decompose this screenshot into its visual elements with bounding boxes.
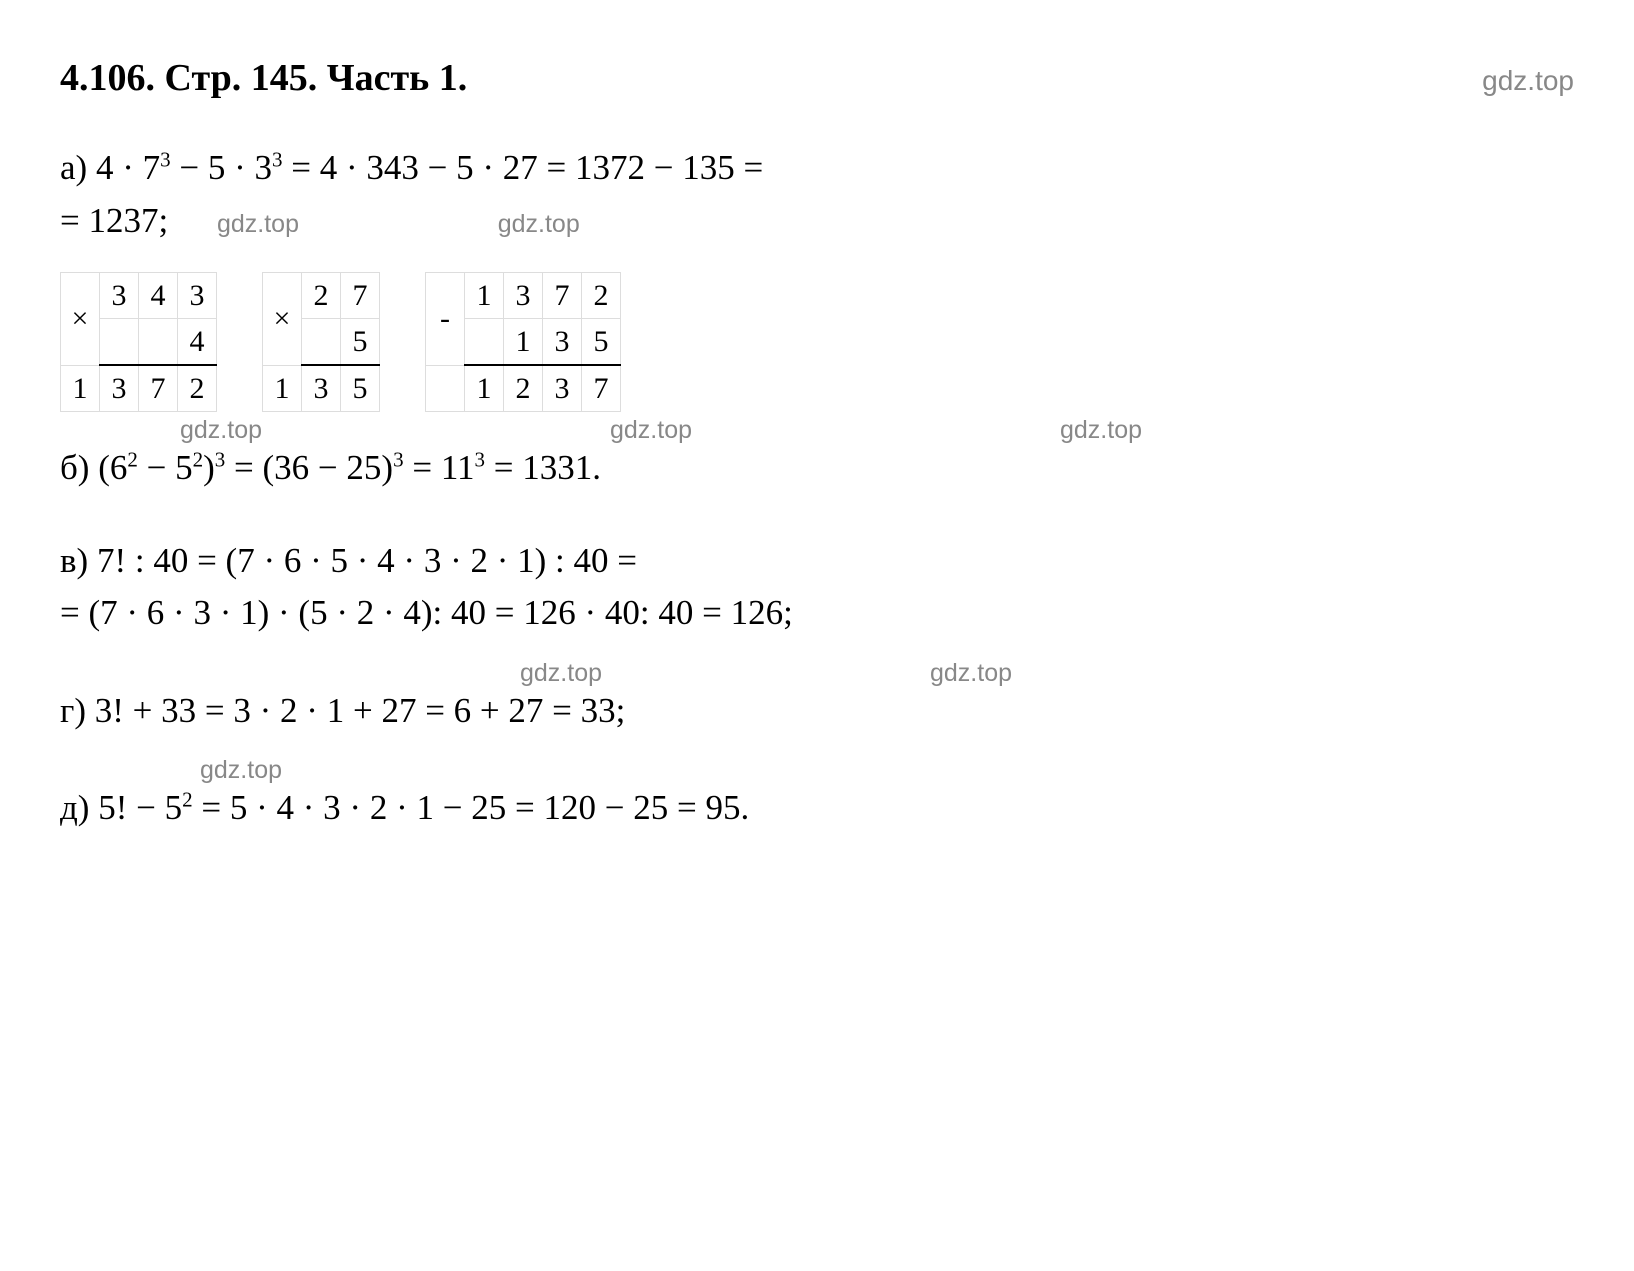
- watermark-inline: gdz.top: [217, 206, 299, 244]
- math-text: 3! + 33 = 3 · 2 · 1 + 27 = 6 + 27 = 33;: [95, 691, 626, 730]
- problem-d-line: г) 3! + 33 = 3 · 2 · 1 + 27 = 6 + 27 = 3…: [60, 685, 1574, 738]
- calc-cell: 3: [178, 273, 217, 319]
- problem-a-line1: а) 4 · 73 − 5 · 33 = 4 · 343 − 5 · 27 = …: [60, 142, 1574, 195]
- problem-c-line2: = (7 · 6 · 3 · 1) · (5 · 2 · 4): 40 = 12…: [60, 587, 1574, 640]
- problem-b-label: б): [60, 448, 89, 487]
- watermark-float: gdz.top: [520, 655, 602, 693]
- calc-cell: 2: [582, 273, 621, 319]
- calc-cell: 5: [341, 365, 380, 412]
- problem-b: gdz.top gdz.top gdz.top б) (62 − 52)3 = …: [60, 442, 1574, 495]
- problem-e: gdz.top д) 5! − 52 = 5 · 4 · 3 · 2 · 1 −…: [60, 782, 1574, 835]
- math-text: = 4 · 343 − 5 · 27 = 1372 − 135 =: [283, 148, 764, 187]
- page-title: 4.106. Стр. 145. Часть 1.: [60, 50, 467, 107]
- watermark-float: gdz.top: [930, 655, 1012, 693]
- problem-e-line: д) 5! − 52 = 5 · 4 · 3 · 2 · 1 − 25 = 12…: [60, 782, 1574, 835]
- calc-cell: 3: [100, 365, 139, 412]
- calc-cell: 4: [139, 273, 178, 319]
- calc-table-1: ×343 4 1372: [60, 272, 217, 412]
- math-text: − 5: [138, 448, 193, 487]
- math-text: 5! − 5: [98, 788, 182, 827]
- calc-operator: -: [426, 273, 465, 366]
- math-text: = (36 − 25): [225, 448, 393, 487]
- math-text: = 1331.: [485, 448, 601, 487]
- math-text: ): [203, 448, 215, 487]
- exponent: 3: [215, 447, 226, 471]
- calc-cell: [465, 319, 504, 366]
- header-watermark: gdz.top: [1482, 60, 1574, 102]
- calc-cell: 7: [582, 365, 621, 412]
- problem-b-line: б) (62 − 52)3 = (36 − 25)3 = 113 = 1331.: [60, 442, 1574, 495]
- calc-cell: 3: [543, 365, 582, 412]
- calc-operator: ×: [263, 273, 302, 366]
- calc-cell: 5: [582, 319, 621, 366]
- problem-a-line2: = 1237; gdz.top gdz.top: [60, 195, 1574, 248]
- calc-table-3: -1372 135 1237: [425, 272, 621, 412]
- calc-cell: 3: [543, 319, 582, 366]
- calc-cell: 3: [504, 273, 543, 319]
- calc-cell: 2: [302, 273, 341, 319]
- calc-cell: [139, 319, 178, 366]
- watermark-float: gdz.top: [180, 412, 262, 450]
- calc-cell: [426, 365, 465, 412]
- exponent: 2: [193, 447, 204, 471]
- problem-a-label: а): [60, 148, 87, 187]
- calc-cell: 3: [302, 365, 341, 412]
- exponent: 2: [127, 447, 138, 471]
- problem-a: а) 4 · 73 − 5 · 33 = 4 · 343 − 5 · 27 = …: [60, 142, 1574, 247]
- calc-cell: 1: [465, 273, 504, 319]
- calc-cell: 1: [504, 319, 543, 366]
- calc-cell: 4: [178, 319, 217, 366]
- watermark-float: gdz.top: [1060, 412, 1142, 450]
- problem-d: gdz.top gdz.top г) 3! + 33 = 3 · 2 · 1 +…: [60, 685, 1574, 738]
- calc-cell: 7: [139, 365, 178, 412]
- math-text: (6: [98, 448, 127, 487]
- math-text: − 5 · 3: [171, 148, 272, 187]
- math-text: = 5 · 4 · 3 · 2 · 1 − 25 = 120 − 25 = 95…: [193, 788, 750, 827]
- math-text: 7! : 40 = (7 · 6 · 5 · 4 · 3 · 2 · 1) : …: [97, 541, 637, 580]
- calc-cell: 2: [504, 365, 543, 412]
- exponent: 2: [182, 787, 193, 811]
- problem-d-label: г): [60, 691, 86, 730]
- math-text: = 11: [404, 448, 475, 487]
- watermark-float: gdz.top: [610, 412, 692, 450]
- math-text: 4 · 7: [96, 148, 160, 187]
- header: 4.106. Стр. 145. Часть 1. gdz.top: [60, 50, 1574, 107]
- calc-cell: 2: [178, 365, 217, 412]
- calc-cell: [302, 319, 341, 366]
- calc-operator: ×: [61, 273, 100, 366]
- calc-cell: 1: [61, 365, 100, 412]
- exponent: 3: [160, 147, 171, 171]
- calculation-tables: ×343 4 1372 ×27 5 135 -1372 135 1237: [60, 272, 1574, 412]
- math-text: = 1237;: [60, 201, 168, 240]
- problem-c-line1: в) 7! : 40 = (7 · 6 · 5 · 4 · 3 · 2 · 1)…: [60, 535, 1574, 588]
- calc-cell: 5: [341, 319, 380, 366]
- calc-cell: 1: [263, 365, 302, 412]
- exponent: 3: [475, 447, 486, 471]
- exponent: 3: [272, 147, 283, 171]
- problem-c-label: в): [60, 541, 88, 580]
- watermark-inline: gdz.top: [498, 206, 580, 244]
- problem-c: в) 7! : 40 = (7 · 6 · 5 · 4 · 3 · 2 · 1)…: [60, 535, 1574, 640]
- math-text: = (7 · 6 · 3 · 1) · (5 · 2 · 4): 40 = 12…: [60, 593, 793, 632]
- calc-cell: 7: [543, 273, 582, 319]
- watermark-float: gdz.top: [200, 752, 282, 790]
- calc-cell: 7: [341, 273, 380, 319]
- problem-e-label: д): [60, 788, 89, 827]
- calc-table-2: ×27 5 135: [262, 272, 380, 412]
- calc-cell: 3: [100, 273, 139, 319]
- exponent: 3: [393, 447, 404, 471]
- calc-cell: [100, 319, 139, 366]
- calc-cell: 1: [465, 365, 504, 412]
